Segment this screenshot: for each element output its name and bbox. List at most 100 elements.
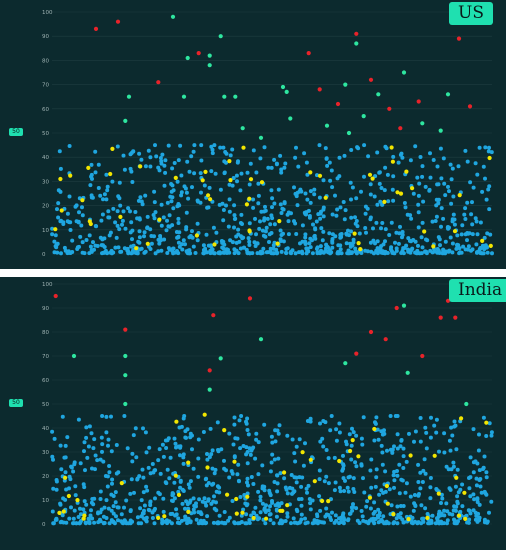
data-point-low bbox=[168, 455, 173, 460]
data-point-low bbox=[324, 242, 329, 247]
data-point-mid bbox=[222, 428, 227, 433]
data-point-low bbox=[219, 239, 224, 243]
data-point-low bbox=[424, 446, 429, 451]
data-point-low bbox=[475, 500, 480, 505]
data-point-low bbox=[262, 422, 267, 427]
data-point-low bbox=[101, 521, 106, 526]
data-point-low bbox=[271, 243, 276, 248]
data-point-mid bbox=[457, 193, 462, 198]
data-point-low bbox=[465, 200, 470, 205]
data-point-low bbox=[355, 518, 360, 523]
data-point-low bbox=[82, 440, 87, 445]
data-point-low bbox=[350, 185, 355, 190]
data-point-low bbox=[372, 509, 377, 514]
data-point-low bbox=[338, 235, 343, 240]
data-point-mid bbox=[326, 499, 331, 504]
data-point-low bbox=[93, 170, 98, 175]
data-point-low bbox=[214, 500, 218, 505]
data-point-low bbox=[129, 220, 134, 225]
data-point-low bbox=[322, 479, 327, 484]
data-point-low bbox=[260, 228, 265, 233]
data-point-low bbox=[452, 217, 457, 222]
data-point-low bbox=[92, 437, 97, 442]
data-point-low bbox=[130, 228, 135, 233]
data-point-high bbox=[258, 135, 264, 140]
data-point-low bbox=[404, 243, 409, 248]
data-point-mid bbox=[145, 241, 150, 246]
data-point-low bbox=[489, 430, 494, 435]
data-point-low bbox=[256, 472, 261, 477]
data-point-low bbox=[399, 251, 404, 255]
data-point-low bbox=[280, 206, 285, 211]
data-point-low bbox=[179, 518, 184, 523]
data-point-low bbox=[170, 195, 175, 200]
data-point-low bbox=[300, 249, 304, 254]
data-point-low bbox=[152, 521, 157, 526]
data-point-low bbox=[181, 461, 186, 466]
data-point-low bbox=[329, 518, 334, 522]
data-point-low bbox=[102, 505, 107, 510]
data-point-low bbox=[395, 414, 400, 418]
data-point-low bbox=[158, 156, 163, 160]
y-tick-label: 100 bbox=[42, 282, 53, 288]
data-point-mid bbox=[384, 483, 389, 489]
data-point-low bbox=[213, 171, 218, 176]
data-point-low bbox=[179, 424, 184, 429]
data-point-low bbox=[270, 440, 275, 445]
data-point-top bbox=[123, 327, 128, 332]
data-point-mid bbox=[227, 159, 232, 164]
data-point-top bbox=[53, 293, 58, 299]
data-point-low bbox=[116, 518, 120, 523]
data-point-low bbox=[230, 240, 235, 245]
data-point-low bbox=[185, 250, 190, 255]
data-point-low bbox=[141, 426, 145, 431]
data-point-low bbox=[453, 423, 458, 428]
data-point-mid bbox=[194, 233, 199, 238]
data-point-low bbox=[164, 518, 169, 523]
data-point-low bbox=[303, 191, 308, 196]
data-point-low bbox=[99, 435, 104, 440]
y-tick-label: 0 bbox=[42, 522, 46, 528]
data-point-mid bbox=[459, 416, 464, 421]
data-point-low bbox=[368, 506, 373, 511]
data-point-low bbox=[403, 205, 408, 210]
data-point-low bbox=[197, 497, 202, 502]
data-point-low bbox=[380, 432, 385, 437]
data-point-low bbox=[421, 468, 426, 473]
data-point-low bbox=[444, 464, 449, 469]
data-point-low bbox=[196, 437, 201, 442]
data-point-low bbox=[274, 514, 279, 519]
data-point-low bbox=[238, 188, 243, 193]
data-point-low bbox=[388, 414, 393, 418]
data-point-low bbox=[249, 475, 254, 479]
data-point-low bbox=[240, 222, 244, 226]
data-point-low bbox=[212, 506, 217, 511]
data-point-low bbox=[293, 251, 298, 256]
data-point-low bbox=[392, 485, 396, 490]
data-point-low bbox=[362, 143, 367, 148]
data-point-low bbox=[139, 498, 144, 503]
data-point-low bbox=[420, 516, 425, 521]
data-point-low bbox=[183, 435, 188, 440]
data-point-low bbox=[109, 492, 114, 497]
data-point-low bbox=[458, 250, 462, 255]
data-point-mid bbox=[367, 172, 373, 177]
data-point-low bbox=[104, 516, 109, 520]
data-point-low bbox=[84, 502, 89, 507]
data-point-low bbox=[398, 504, 403, 508]
data-point-low bbox=[321, 214, 326, 219]
data-point-mid bbox=[425, 515, 430, 520]
data-point-low bbox=[76, 417, 81, 422]
data-point-low bbox=[63, 443, 68, 448]
data-point-low bbox=[160, 520, 165, 525]
data-point-low bbox=[304, 486, 309, 491]
data-point-low bbox=[96, 186, 101, 190]
data-point-low bbox=[373, 484, 378, 489]
data-point-low bbox=[323, 146, 328, 151]
data-point-high bbox=[288, 116, 293, 121]
data-point-low bbox=[292, 475, 297, 480]
data-point-low bbox=[150, 462, 155, 466]
data-point-low bbox=[448, 448, 453, 453]
data-point-mid bbox=[358, 247, 363, 252]
data-point-low bbox=[478, 484, 483, 489]
